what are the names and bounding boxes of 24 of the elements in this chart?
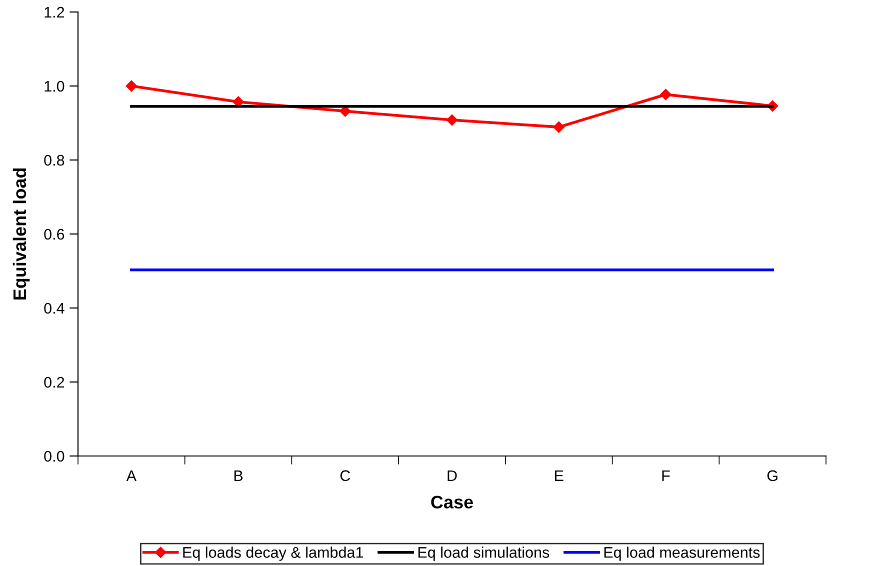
x-tick-label: A xyxy=(126,470,136,481)
y-axis-title: Equivalent load xyxy=(12,168,30,300)
y-tick-label: 0.6 xyxy=(44,228,64,240)
legend-label: Eq loads decay & lambda1 xyxy=(183,546,363,561)
point xyxy=(126,80,138,92)
legend-label: Eq load measurements xyxy=(604,546,760,561)
y-tick-label: 0.8 xyxy=(44,154,64,166)
x-tick-label: G xyxy=(767,470,778,482)
y-tick-label: 1.0 xyxy=(44,80,64,92)
legend-label: Eq load simulations xyxy=(418,546,550,561)
point xyxy=(232,96,244,108)
y-tick-label: 0.2 xyxy=(44,376,64,388)
y-tick-label: 0.0 xyxy=(44,450,64,462)
x-tick-label: E xyxy=(555,470,564,481)
y-tick-label: 0.4 xyxy=(44,302,64,314)
x-tick-label: C xyxy=(340,470,350,482)
x-tick-label: D xyxy=(448,470,457,481)
x-axis-title: Case xyxy=(431,496,473,509)
x-tick-label: B xyxy=(234,470,243,481)
point xyxy=(553,121,564,133)
y-tick-label: 1.2 xyxy=(44,6,64,18)
point xyxy=(660,88,672,100)
point xyxy=(446,114,458,126)
x-tick-label: F xyxy=(662,470,670,481)
